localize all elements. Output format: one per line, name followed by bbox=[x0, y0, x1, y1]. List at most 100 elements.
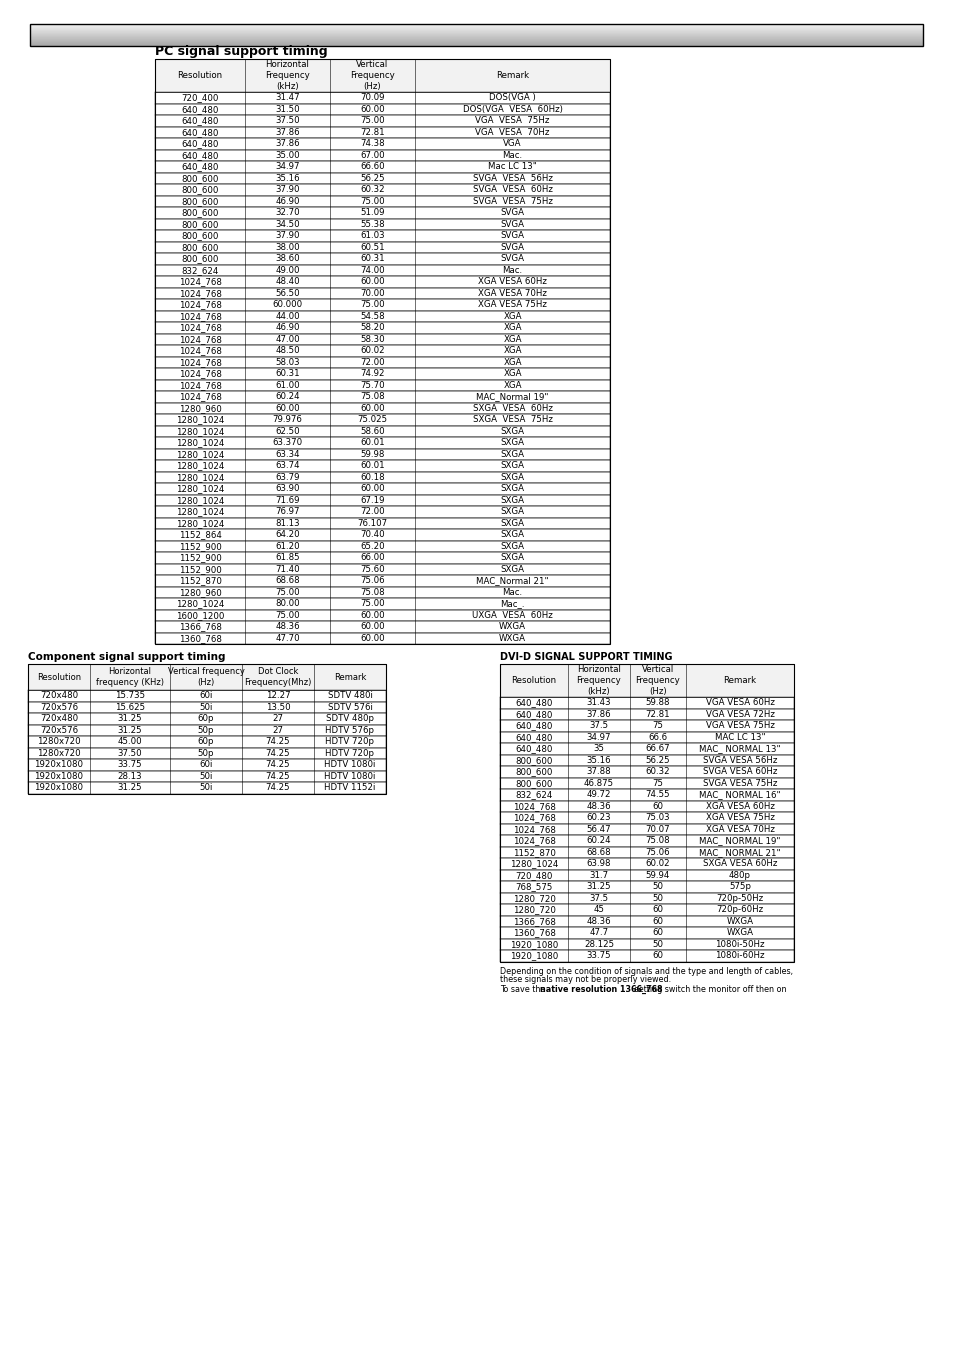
Text: 1280_960: 1280_960 bbox=[178, 404, 221, 413]
Text: 1024_768: 1024_768 bbox=[178, 392, 221, 401]
Text: SVGA: SVGA bbox=[500, 231, 524, 240]
Bar bbox=[499, 950, 793, 962]
Text: 56.47: 56.47 bbox=[586, 824, 611, 834]
Bar bbox=[499, 663, 793, 962]
Text: 720x480: 720x480 bbox=[40, 715, 78, 723]
Bar bbox=[154, 598, 609, 609]
Text: 1152_900: 1152_900 bbox=[178, 565, 221, 574]
Text: Mac LC 13": Mac LC 13" bbox=[488, 162, 537, 172]
Text: 48.50: 48.50 bbox=[274, 346, 299, 355]
Text: 1280x720: 1280x720 bbox=[37, 748, 81, 758]
Text: 1280_1024: 1280_1024 bbox=[175, 473, 224, 482]
Text: 1080i-50Hz: 1080i-50Hz bbox=[715, 940, 764, 948]
Text: SXGA: SXGA bbox=[500, 461, 524, 470]
Bar bbox=[499, 812, 793, 824]
Text: 800_600: 800_600 bbox=[515, 755, 552, 765]
Text: 74.25: 74.25 bbox=[265, 784, 290, 792]
Text: 60.32: 60.32 bbox=[360, 185, 384, 195]
Text: 640_480: 640_480 bbox=[181, 116, 218, 126]
Bar bbox=[154, 609, 609, 621]
Text: 800_600: 800_600 bbox=[181, 243, 218, 251]
Bar bbox=[154, 219, 609, 230]
Text: 720x576: 720x576 bbox=[40, 703, 78, 712]
Text: Vertical
Frequency
(Hz): Vertical Frequency (Hz) bbox=[635, 665, 679, 696]
Text: native resolution 1366_768: native resolution 1366_768 bbox=[539, 985, 662, 993]
Text: 31.25: 31.25 bbox=[117, 784, 142, 792]
Text: 60.00: 60.00 bbox=[360, 404, 384, 413]
Text: 720_480: 720_480 bbox=[515, 871, 552, 880]
Text: 46.90: 46.90 bbox=[275, 323, 299, 332]
Bar bbox=[28, 759, 386, 770]
Text: 46.875: 46.875 bbox=[583, 778, 614, 788]
Bar bbox=[499, 939, 793, 950]
Text: 720p-60Hz: 720p-60Hz bbox=[716, 905, 762, 915]
Text: 58.30: 58.30 bbox=[360, 335, 384, 343]
Text: DOS(VGA ): DOS(VGA ) bbox=[489, 93, 536, 103]
Bar bbox=[499, 789, 793, 801]
Text: 60.00: 60.00 bbox=[360, 484, 384, 493]
Text: 66.60: 66.60 bbox=[360, 162, 384, 172]
Text: 1280_960: 1280_960 bbox=[178, 588, 221, 597]
Bar bbox=[499, 904, 793, 916]
Bar bbox=[154, 507, 609, 517]
Text: 50: 50 bbox=[652, 894, 662, 902]
Text: 60i: 60i bbox=[199, 692, 213, 700]
Text: Resolution: Resolution bbox=[177, 72, 222, 80]
Text: 48.36: 48.36 bbox=[586, 917, 611, 925]
Text: XGA: XGA bbox=[503, 358, 521, 366]
Text: 832_624: 832_624 bbox=[515, 790, 552, 800]
Text: 51.09: 51.09 bbox=[360, 208, 384, 218]
Text: SXGA  VESA  75Hz: SXGA VESA 75Hz bbox=[472, 415, 552, 424]
Text: 60.00: 60.00 bbox=[360, 634, 384, 643]
Text: 1920_1080: 1920_1080 bbox=[509, 951, 558, 961]
Text: 63.79: 63.79 bbox=[275, 473, 299, 482]
Bar bbox=[154, 563, 609, 576]
Text: 75.06: 75.06 bbox=[645, 847, 670, 857]
Text: 59.94: 59.94 bbox=[645, 871, 670, 880]
Text: SXGA VESA 60Hz: SXGA VESA 60Hz bbox=[702, 859, 777, 869]
Text: 47.00: 47.00 bbox=[274, 335, 299, 343]
Text: 1080i-60Hz: 1080i-60Hz bbox=[715, 951, 764, 961]
Bar bbox=[154, 517, 609, 530]
Text: 1152_900: 1152_900 bbox=[178, 542, 221, 551]
Text: 58.60: 58.60 bbox=[360, 427, 384, 436]
Bar bbox=[154, 138, 609, 150]
Bar bbox=[154, 173, 609, 184]
Bar bbox=[28, 770, 386, 782]
Text: 72.00: 72.00 bbox=[360, 507, 384, 516]
Bar bbox=[499, 777, 793, 789]
Bar bbox=[154, 311, 609, 322]
Text: 65.20: 65.20 bbox=[360, 542, 384, 551]
Text: 640_480: 640_480 bbox=[181, 128, 218, 136]
Bar bbox=[28, 736, 386, 747]
Text: 34.50: 34.50 bbox=[274, 220, 299, 228]
Text: 37.86: 37.86 bbox=[586, 709, 611, 719]
Text: SVGA  VESA  75Hz: SVGA VESA 75Hz bbox=[472, 197, 552, 205]
Text: 1920x1080: 1920x1080 bbox=[34, 761, 84, 769]
Text: XGA: XGA bbox=[503, 323, 521, 332]
Text: Dot Clock
Frequency(Mhz): Dot Clock Frequency(Mhz) bbox=[244, 667, 312, 688]
Text: 32.70: 32.70 bbox=[274, 208, 299, 218]
Bar bbox=[154, 632, 609, 644]
Text: 31.25: 31.25 bbox=[117, 715, 142, 723]
Bar bbox=[154, 196, 609, 207]
Text: MAC_ NORMAL 16": MAC_ NORMAL 16" bbox=[699, 790, 780, 800]
Text: Remark: Remark bbox=[722, 676, 756, 685]
Text: 70.40: 70.40 bbox=[360, 530, 384, 539]
Text: 68.68: 68.68 bbox=[274, 577, 299, 585]
Bar bbox=[28, 782, 386, 793]
Text: 54.58: 54.58 bbox=[360, 312, 384, 320]
Bar bbox=[28, 713, 386, 724]
Text: XGA VESA 70Hz: XGA VESA 70Hz bbox=[477, 289, 546, 297]
Text: 70.07: 70.07 bbox=[645, 824, 670, 834]
Text: 34.97: 34.97 bbox=[275, 162, 299, 172]
Bar bbox=[154, 299, 609, 311]
Bar bbox=[154, 380, 609, 390]
Text: DVI-D SIGNAL SUPPORT TIMING: DVI-D SIGNAL SUPPORT TIMING bbox=[499, 653, 672, 662]
Bar bbox=[154, 436, 609, 449]
Text: 45: 45 bbox=[593, 905, 604, 915]
Text: 75: 75 bbox=[652, 721, 662, 731]
Text: 72.81: 72.81 bbox=[645, 709, 670, 719]
Text: 46.90: 46.90 bbox=[275, 197, 299, 205]
Text: 31.47: 31.47 bbox=[274, 93, 299, 103]
